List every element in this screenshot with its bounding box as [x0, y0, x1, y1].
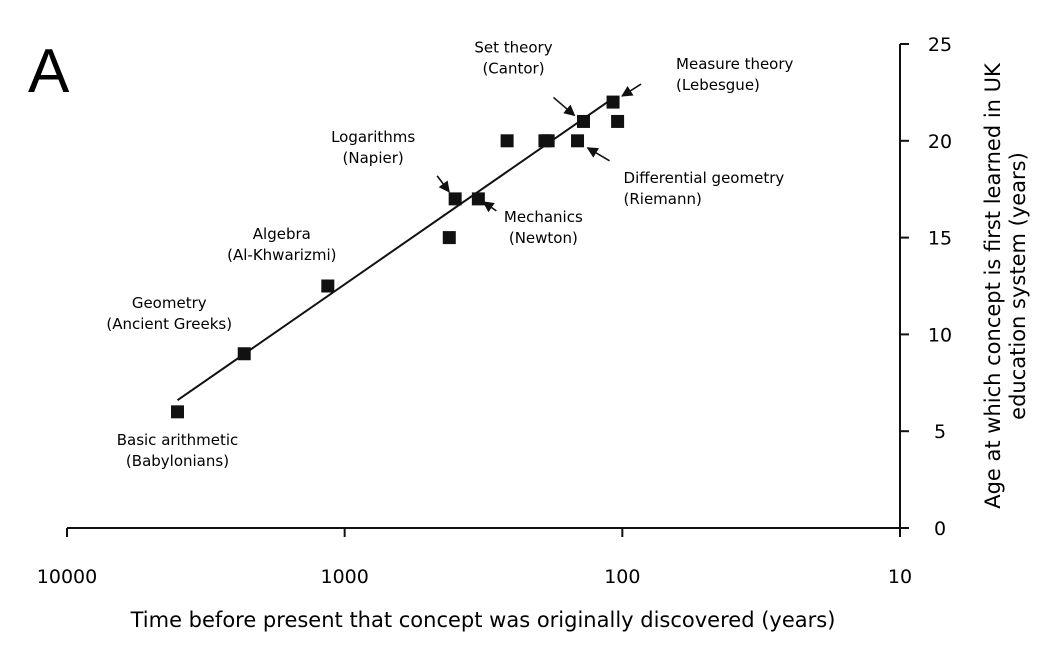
annotation-label: Geometry: [132, 294, 207, 312]
annotation-label: (Ancient Greeks): [106, 315, 232, 333]
data-point: [237, 347, 251, 361]
annotation-arrow: [552, 96, 576, 117]
annotation-label: Measure theory: [676, 55, 793, 73]
y-axis-label: Age at which concept is first learned in…: [981, 62, 1030, 509]
annotation-label: (Lebesgue): [676, 76, 760, 94]
annotation-label: Logarithms: [331, 128, 415, 146]
x-axis-label: Time before present that concept was ori…: [130, 608, 836, 632]
y-axis-ticks: 0 5 10 15 20 25: [900, 34, 952, 540]
data-point: [448, 192, 462, 206]
x-axis-ticks: 10000 1000 100 10: [37, 528, 912, 588]
data-point: [541, 134, 555, 148]
y-tick-label: 20: [928, 131, 952, 153]
annotation-label: (Newton): [509, 229, 578, 247]
x-tick-label: 1000: [320, 566, 368, 588]
y-tick-label: 10: [928, 324, 952, 346]
y-tick-label: 15: [928, 228, 952, 250]
x-tick-label: 10000: [37, 566, 97, 588]
annotation-arrow: [586, 147, 610, 162]
x-tick-label: 100: [604, 566, 640, 588]
annotation-label: (Riemann): [624, 190, 702, 208]
annotation-label: Mechanics: [504, 208, 583, 226]
data-points: [170, 95, 625, 419]
data-point: [442, 231, 456, 245]
annotation-arrow: [621, 83, 642, 97]
data-point: [321, 279, 335, 293]
y-tick-label: 0: [934, 518, 946, 540]
data-point: [571, 134, 585, 148]
panel-letter: A: [28, 37, 70, 106]
y-tick-label: 5: [934, 421, 946, 443]
annotation-label: Differential geometry: [624, 169, 785, 187]
annotation-label: Algebra: [253, 225, 311, 243]
y-axis-label-line: Age at which concept is first learned in…: [981, 62, 1005, 509]
y-tick-label: 25: [928, 34, 952, 56]
annotation-arrow: [482, 201, 497, 213]
x-tick-label: 10: [888, 566, 912, 588]
annotations: Basic arithmetic (Babylonians) Geometry (An…: [106, 38, 793, 469]
data-point: [471, 192, 485, 206]
annotation-label: (Cantor): [482, 59, 544, 77]
annotation-label: (Napier): [343, 149, 404, 167]
data-point: [611, 114, 625, 128]
data-point: [500, 134, 514, 148]
annotation-label: (Al-Khwarizmi): [227, 246, 336, 264]
y-axis-label-line: education system (years): [1006, 152, 1030, 420]
data-point: [170, 405, 184, 419]
annotation-label: Basic arithmetic: [117, 431, 239, 449]
data-point: [576, 114, 590, 128]
annotation-label: (Babylonians): [126, 452, 229, 470]
annotation-label: Set theory: [474, 38, 552, 56]
annotation-arrow: [436, 175, 450, 193]
data-point: [606, 95, 620, 109]
